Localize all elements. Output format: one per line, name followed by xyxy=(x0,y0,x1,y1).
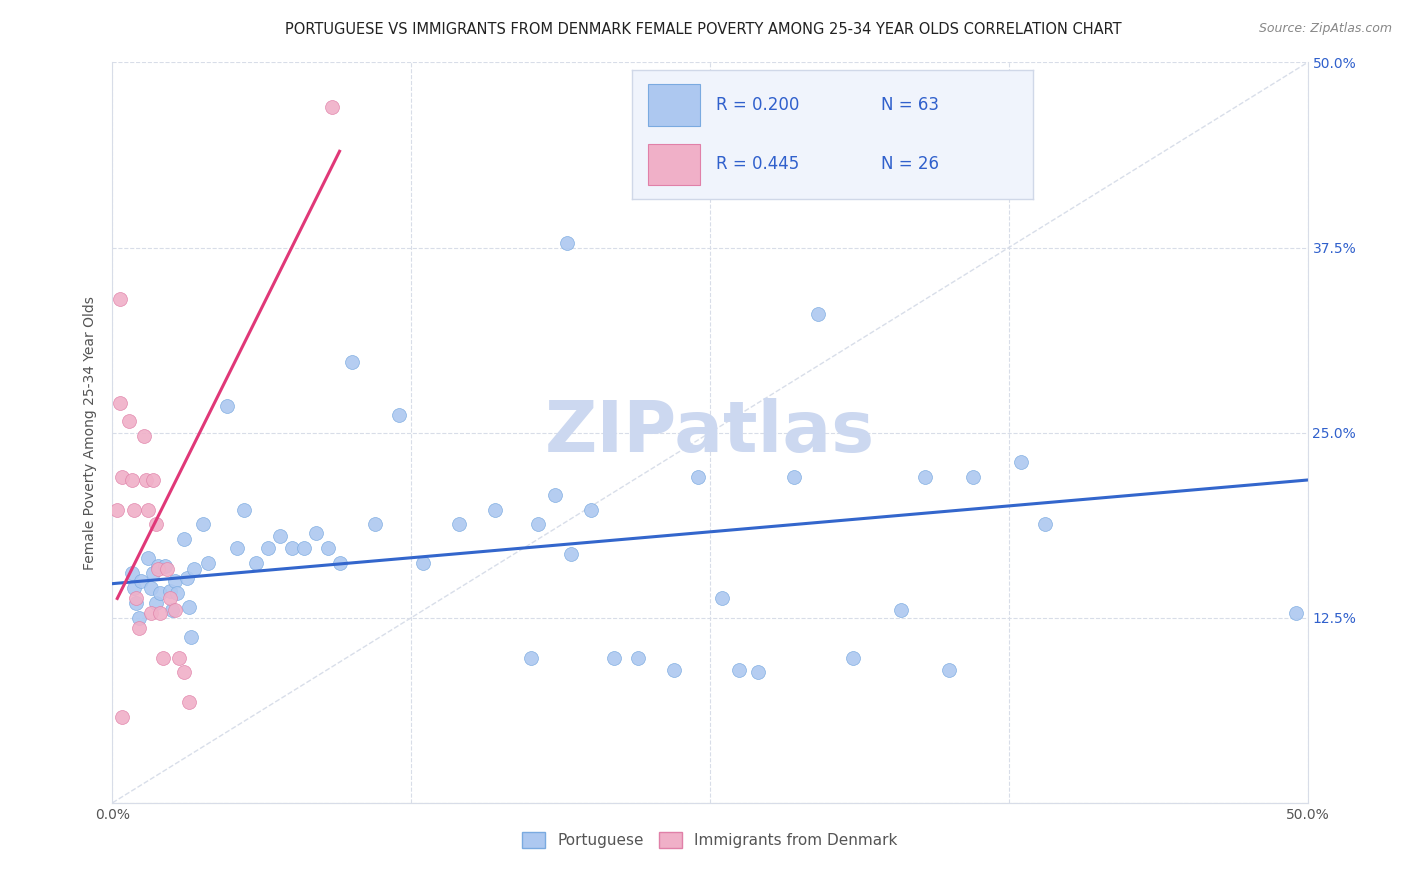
Point xyxy=(329,556,352,570)
Point xyxy=(447,517,470,532)
Point xyxy=(807,307,830,321)
Point xyxy=(233,502,256,516)
Point xyxy=(166,585,188,599)
Point xyxy=(146,558,169,573)
Point xyxy=(747,665,769,680)
Point xyxy=(245,556,267,570)
Point xyxy=(890,603,912,617)
Point xyxy=(162,603,183,617)
Legend: Portuguese, Immigrants from Denmark: Portuguese, Immigrants from Denmark xyxy=(516,826,904,855)
Point xyxy=(842,650,865,665)
Point xyxy=(135,473,157,487)
Point xyxy=(197,556,219,570)
Point xyxy=(142,566,165,581)
Point xyxy=(163,574,186,588)
Point xyxy=(159,584,181,599)
Point xyxy=(962,470,984,484)
Point xyxy=(146,562,169,576)
Point xyxy=(364,517,387,532)
Point xyxy=(128,610,150,624)
Point xyxy=(579,502,602,516)
Point xyxy=(257,541,280,555)
Point xyxy=(138,502,160,516)
Point xyxy=(122,581,145,595)
Point xyxy=(1285,607,1308,621)
Point xyxy=(173,533,195,547)
Point xyxy=(108,396,131,410)
Text: Source: ZipAtlas.com: Source: ZipAtlas.com xyxy=(1258,22,1392,36)
Point xyxy=(145,596,167,610)
Point xyxy=(180,630,202,644)
Point xyxy=(153,558,176,573)
Point xyxy=(145,517,167,532)
Point xyxy=(111,470,134,484)
Point xyxy=(711,591,734,606)
Text: ZIPatlas: ZIPatlas xyxy=(546,398,875,467)
Point xyxy=(125,591,148,606)
Point xyxy=(388,408,411,422)
Point xyxy=(177,695,200,709)
Point xyxy=(269,529,291,543)
Point xyxy=(139,581,162,595)
Point xyxy=(149,607,172,621)
Point xyxy=(121,566,143,581)
Point xyxy=(169,650,191,665)
Point xyxy=(139,607,162,621)
Point xyxy=(305,526,328,541)
Y-axis label: Female Poverty Among 25-34 Year Olds: Female Poverty Among 25-34 Year Olds xyxy=(83,295,97,570)
Point xyxy=(555,236,578,251)
Point xyxy=(316,541,339,555)
Point xyxy=(688,470,710,484)
Point xyxy=(122,502,145,516)
Point xyxy=(603,650,626,665)
Point xyxy=(321,100,343,114)
Point xyxy=(129,574,152,588)
Point xyxy=(152,650,174,665)
Point xyxy=(543,488,565,502)
Point xyxy=(138,551,160,566)
Point xyxy=(527,517,550,532)
Point xyxy=(412,556,434,570)
Point xyxy=(132,428,155,442)
Point xyxy=(938,663,960,677)
Point xyxy=(108,293,131,307)
Point xyxy=(560,547,582,561)
Text: PORTUGUESE VS IMMIGRANTS FROM DENMARK FEMALE POVERTY AMONG 25-34 YEAR OLDS CORRE: PORTUGUESE VS IMMIGRANTS FROM DENMARK FE… xyxy=(284,22,1122,37)
Point xyxy=(118,414,141,428)
Point xyxy=(176,571,198,585)
Point xyxy=(125,596,148,610)
Point xyxy=(177,600,200,615)
Point xyxy=(217,399,239,413)
Point xyxy=(149,585,172,599)
Point xyxy=(914,470,936,484)
Point xyxy=(727,663,749,677)
Point xyxy=(121,473,143,487)
Point xyxy=(782,470,804,484)
Point xyxy=(173,665,195,680)
Point xyxy=(128,621,150,635)
Point xyxy=(163,603,186,617)
Point xyxy=(225,541,247,555)
Point xyxy=(142,473,165,487)
Point xyxy=(281,541,304,555)
Point xyxy=(159,591,181,606)
Point xyxy=(1033,517,1056,532)
Point xyxy=(664,663,686,677)
Point xyxy=(183,562,205,576)
Point xyxy=(193,517,215,532)
Point xyxy=(105,502,128,516)
Point xyxy=(1010,455,1032,469)
Point xyxy=(484,502,506,516)
Point xyxy=(292,541,315,555)
Point xyxy=(520,650,543,665)
Point xyxy=(627,650,650,665)
Point xyxy=(111,710,134,724)
Point xyxy=(340,354,363,368)
Point xyxy=(156,562,179,576)
